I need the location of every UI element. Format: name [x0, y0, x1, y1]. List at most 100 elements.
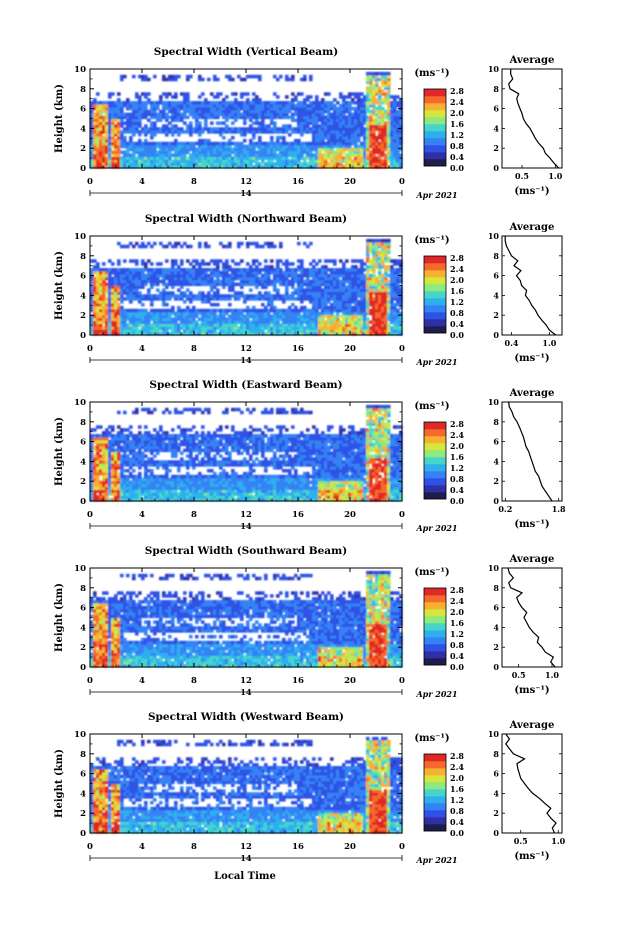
heatmap-cell	[171, 112, 175, 117]
heatmap-cell	[180, 317, 184, 322]
heatmap-cell	[294, 156, 298, 160]
heatmap-cell	[369, 74, 373, 79]
heatmap-cell	[399, 130, 403, 134]
heatmap-cell	[99, 150, 103, 155]
heatmap-cell	[258, 103, 262, 108]
heatmap-cell	[345, 270, 349, 275]
heatmap-cell	[291, 282, 295, 287]
heatmap-cell	[321, 314, 325, 319]
heatmap-cell	[246, 144, 250, 149]
heatmap-cell	[210, 276, 214, 281]
heatmap-cell	[381, 159, 385, 163]
heatmap-cell	[204, 314, 208, 319]
heatmap-cell	[198, 103, 202, 108]
heatmap-cell	[147, 279, 151, 284]
heatmap-cell	[120, 276, 124, 281]
heatmap-cell	[225, 162, 229, 166]
heatmap-cell	[210, 270, 214, 275]
heatmap-cell	[150, 159, 154, 163]
heatmap-cell	[147, 288, 151, 292]
heatmap-cell	[333, 300, 337, 304]
heatmap-cell	[279, 165, 283, 169]
heatmap-cell	[255, 273, 259, 278]
heatmap-cell	[297, 291, 301, 295]
heatmap-cell	[360, 305, 364, 310]
heatmap-cell	[108, 112, 112, 117]
heatmap-cell	[225, 273, 229, 278]
heatmap-cell	[348, 144, 352, 149]
heatmap-cell	[96, 489, 100, 493]
heatmap-cell	[177, 103, 181, 108]
heatmap-cell	[393, 118, 397, 123]
heatmap-cell	[360, 112, 364, 117]
heatmap-cell	[261, 118, 265, 123]
heatmap-cell	[366, 92, 370, 96]
heatmap-cell	[276, 259, 280, 263]
heatmap-cell	[123, 268, 127, 272]
heatmap-cell	[321, 279, 325, 284]
heatmap-cell	[225, 317, 229, 322]
heatmap-cell	[105, 150, 109, 155]
heatmap-cell	[375, 288, 379, 292]
heatmap-cell	[90, 138, 94, 143]
heatmap-cell	[96, 159, 100, 163]
heatmap-cell	[96, 291, 100, 295]
heatmap-cell	[375, 291, 379, 295]
heatmap-cell	[366, 101, 370, 105]
heatmap-cell	[102, 431, 106, 435]
heatmap-cell	[171, 294, 175, 298]
heatmap-cell	[384, 317, 388, 322]
heatmap-cell	[216, 159, 220, 163]
heatmap-cell	[183, 130, 187, 134]
heatmap-cell	[111, 308, 115, 313]
heatmap-cell	[279, 314, 283, 319]
heatmap-cell	[375, 118, 379, 123]
heatmap-cell	[381, 329, 385, 333]
heatmap-cell	[192, 279, 196, 284]
heatmap-cell	[270, 138, 274, 143]
heatmap-cell	[375, 308, 379, 313]
heatmap-cell	[372, 244, 376, 249]
heatmap-cell	[198, 279, 202, 284]
heatmap-cell	[207, 109, 211, 114]
heatmap-cell	[264, 317, 268, 322]
heatmap-cell	[96, 265, 100, 269]
heatmap-cell	[117, 135, 121, 140]
heatmap-cell	[180, 127, 184, 131]
heatmap-cell	[324, 279, 328, 284]
heatmap-cell	[336, 279, 340, 284]
heatmap-cell	[129, 112, 133, 117]
heatmap-cell	[93, 150, 97, 155]
heatmap-cell	[246, 162, 250, 166]
heatmap-cell	[111, 141, 115, 146]
heatmap-cell	[195, 127, 199, 131]
heatmap-cell	[99, 294, 103, 298]
heatmap-cell	[168, 147, 172, 152]
heatmap-cell	[342, 127, 346, 131]
heatmap-cell	[141, 112, 145, 117]
heatmap-cell	[303, 162, 307, 166]
heatmap-cell	[339, 302, 343, 307]
heatmap-cell	[255, 282, 259, 287]
heatmap-cell	[237, 282, 241, 287]
heatmap-cell	[390, 291, 394, 295]
heatmap-cell	[207, 294, 211, 298]
heatmap-cell	[216, 259, 220, 263]
heatmap-cell	[312, 259, 316, 263]
heatmap-cell	[366, 320, 370, 324]
heatmap-cell	[366, 244, 370, 249]
heatmap-cell	[387, 138, 391, 143]
heatmap-cell	[243, 317, 247, 322]
heatmap-cell	[267, 273, 271, 278]
colorbar-tick-label: 0.0	[450, 163, 464, 173]
heatmap-cell	[93, 153, 97, 157]
heatmap-cell	[375, 241, 379, 246]
heatmap-cell	[333, 320, 337, 324]
heatmap-cell	[123, 150, 127, 155]
heatmap-cell	[399, 159, 403, 163]
heatmap-cell	[93, 498, 97, 502]
heatmap-cell	[282, 276, 286, 281]
heatmap-cell	[315, 268, 319, 272]
heatmap-cell	[261, 101, 265, 105]
heatmap-cell	[150, 323, 154, 327]
